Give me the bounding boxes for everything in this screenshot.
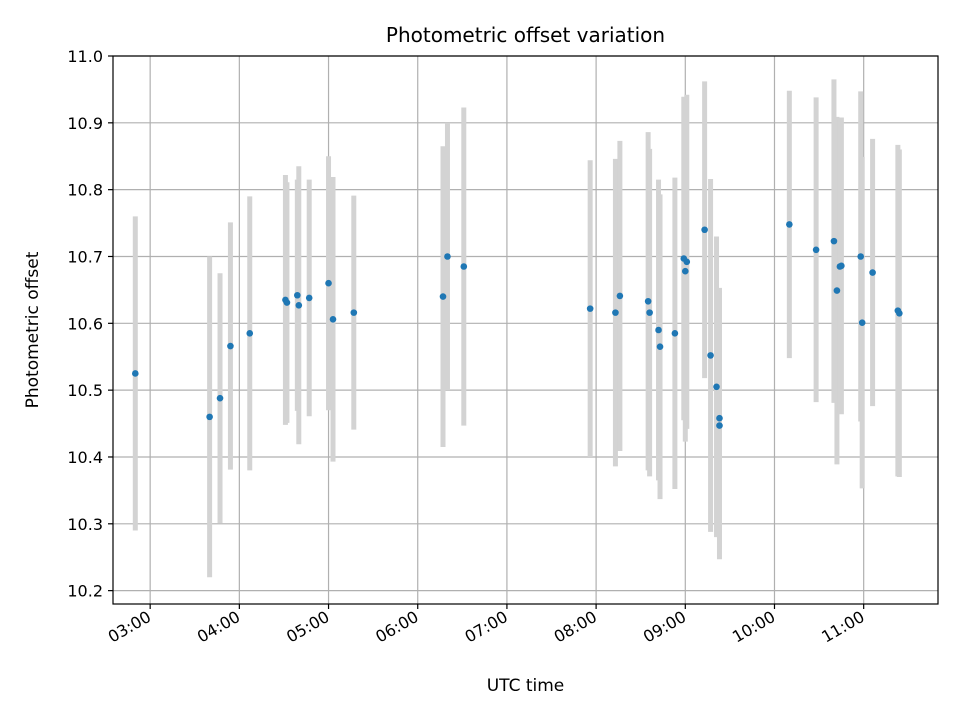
data-point — [227, 342, 234, 350]
data-point — [833, 287, 841, 294]
data-point — [612, 309, 619, 316]
data-point — [246, 330, 254, 337]
y-tick-label: 10.9 — [67, 114, 103, 133]
data-point — [838, 262, 845, 270]
data-point — [439, 293, 447, 300]
data-point — [858, 319, 866, 326]
data-point — [131, 370, 139, 377]
y-tick-label: 10.5 — [67, 381, 103, 400]
data-points — [131, 221, 903, 429]
x-tick-label: 07:00 — [461, 607, 510, 647]
y-tick-label: 10.7 — [67, 247, 103, 266]
data-point — [444, 253, 451, 260]
data-point — [671, 330, 679, 337]
data-point — [716, 422, 723, 429]
x-tick-label: 03:00 — [105, 607, 154, 647]
x-tick-label: 11:00 — [818, 607, 867, 647]
x-tick-label: 09:00 — [640, 607, 689, 647]
data-point — [646, 309, 653, 316]
y-tick-label: 10.4 — [67, 448, 103, 467]
data-point — [656, 343, 664, 351]
data-point — [786, 221, 793, 228]
data-point — [295, 301, 303, 309]
y-tick-label: 11.0 — [67, 47, 103, 66]
data-point — [305, 294, 313, 302]
x-axis-label: UTC time — [487, 676, 565, 696]
x-tick-label: 04:00 — [194, 607, 243, 647]
y-tick-label: 10.2 — [67, 582, 103, 601]
x-tick-label: 05:00 — [283, 607, 332, 647]
y-tick-label: 10.8 — [67, 181, 103, 200]
data-point — [857, 253, 865, 260]
y-tick-label: 10.6 — [67, 314, 103, 333]
x-tick-label: 06:00 — [372, 607, 421, 647]
data-point — [701, 226, 708, 234]
data-point — [329, 316, 337, 323]
data-point — [716, 414, 723, 422]
data-point — [283, 299, 291, 306]
data-point — [655, 326, 662, 334]
data-point — [683, 258, 691, 266]
y-tick-label: 10.3 — [67, 515, 103, 534]
x-tick-label: 08:00 — [551, 607, 600, 647]
data-point — [713, 383, 720, 391]
data-point — [350, 309, 358, 316]
error-bars — [132, 79, 902, 578]
data-point — [325, 279, 332, 287]
data-point — [681, 267, 689, 275]
data-point — [812, 246, 820, 254]
y-axis-label: Photometric offset — [23, 251, 43, 408]
data-point — [869, 269, 876, 276]
data-point — [896, 309, 903, 317]
data-point — [707, 352, 714, 359]
data-point — [586, 305, 594, 312]
data-point — [830, 237, 838, 245]
chart-title: Photometric offset variation — [386, 23, 665, 47]
data-point — [644, 297, 652, 305]
data-point — [216, 394, 224, 402]
data-point — [294, 291, 301, 299]
data-point — [206, 413, 213, 421]
data-point — [460, 263, 468, 270]
data-point — [616, 292, 624, 300]
x-tick-label: 10:00 — [729, 607, 778, 647]
axis-ticks: 03:00 04:00 05:00 06:00 07:00 08:00 09:00 10:00… — [67, 47, 867, 647]
plot-area-frame — [112, 55, 939, 605]
